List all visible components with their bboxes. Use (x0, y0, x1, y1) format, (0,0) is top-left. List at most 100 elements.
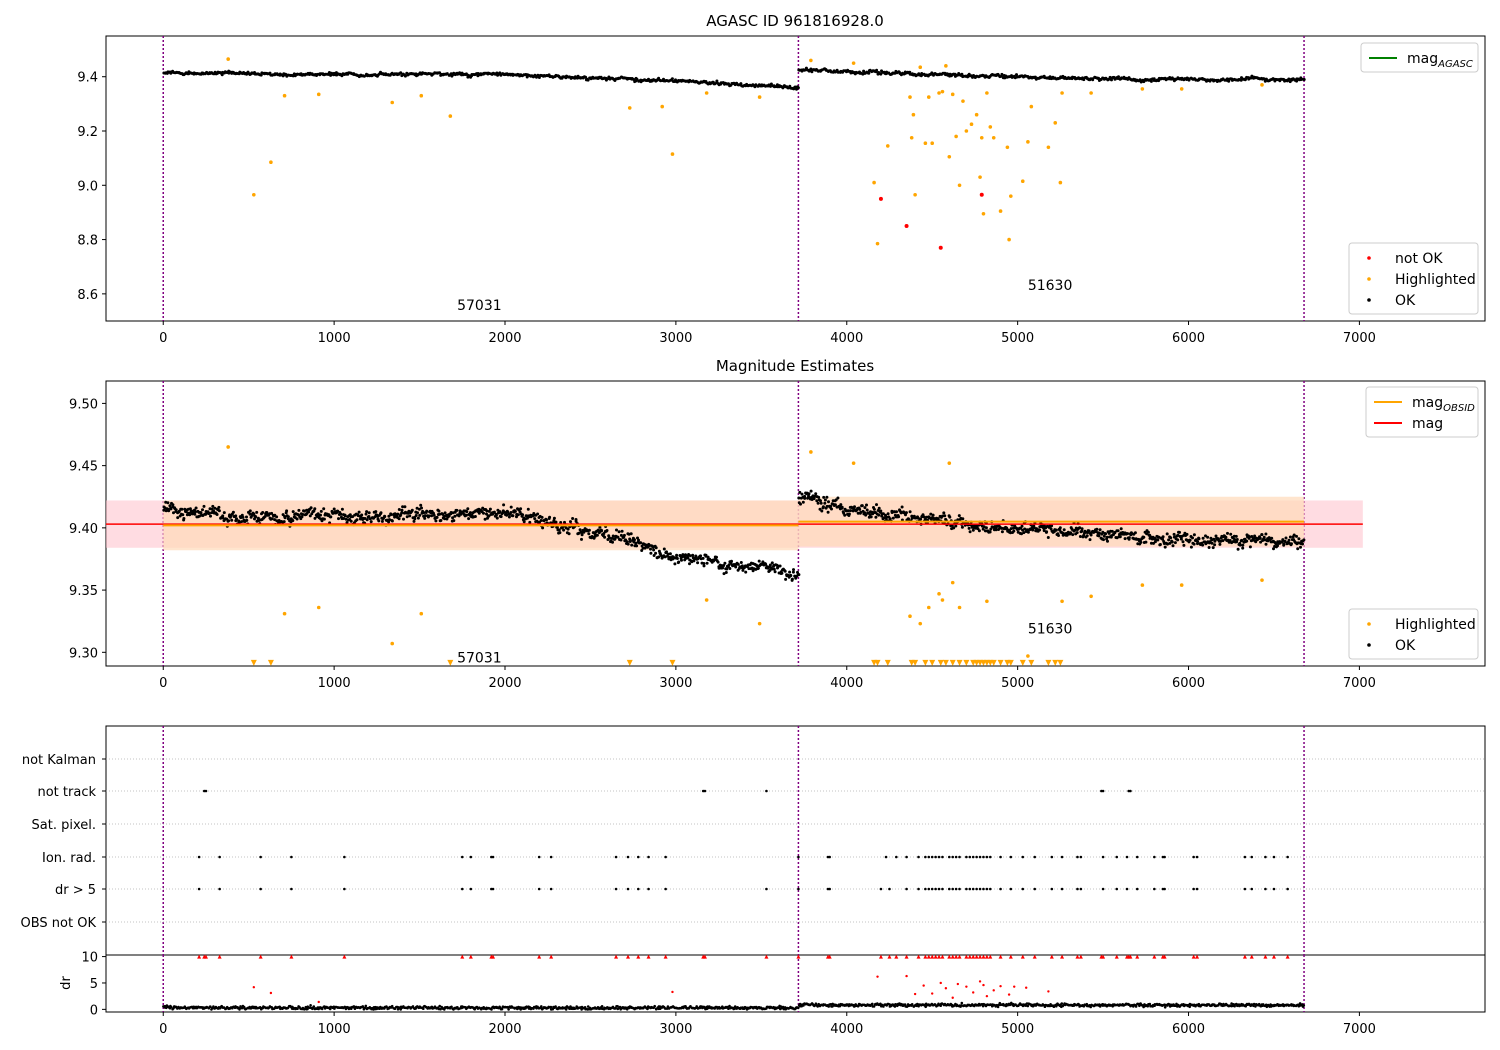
magest-highlighted-point (947, 461, 952, 465)
flags-flag-point (989, 855, 992, 859)
magest-point-ok (1178, 530, 1181, 534)
magest-point-ok (1297, 537, 1301, 541)
dr-point-ok (320, 1007, 324, 1011)
magest-point-ok (1210, 541, 1214, 545)
magest-highlighted-marker-offscale (267, 659, 274, 666)
magest-point-ok (761, 560, 765, 564)
magest-point-ok (616, 535, 620, 539)
magest-point-ok (613, 537, 617, 540)
agasc-highlighted-point (930, 141, 935, 146)
magest-point-ok (798, 490, 802, 494)
magest-point-ok (468, 511, 472, 515)
flags-row-label: dr > 5 (55, 883, 96, 898)
agasc-not-ok-point (878, 196, 883, 201)
flags-flag-point (1060, 887, 1064, 891)
magest-point-ok (633, 538, 636, 542)
magest-point-ok (960, 525, 964, 529)
dr-highlighted-marker-offscale (1128, 954, 1133, 959)
magest-point-ok (193, 512, 197, 516)
magest-point-ok (562, 528, 566, 532)
flags-flag-point (647, 887, 650, 891)
magest-point-ok (180, 507, 184, 511)
magest-point-ok (265, 511, 269, 514)
dr-point-ok (893, 1005, 897, 1008)
dr-highlighted-marker-offscale (1162, 954, 1167, 959)
magest-point-ok (1095, 527, 1099, 531)
magest-point-ok (1290, 542, 1293, 546)
magest-point-ok (401, 505, 405, 509)
dr-point-ok (1298, 1002, 1302, 1005)
magest-point-ok (201, 508, 204, 512)
dr-xtick-label: 1000 (318, 1022, 351, 1037)
magest-point-ok (416, 511, 419, 515)
magest-xtick-label: 5000 (1001, 676, 1034, 691)
dr-highlighted-marker-offscale (878, 954, 883, 959)
magest-point-ok (533, 517, 537, 521)
dr-ytick-label: 5 (90, 977, 98, 992)
flags-flag-point (469, 855, 473, 859)
magest-point-ok (566, 527, 570, 531)
magest-point-ok (983, 529, 987, 533)
flags-row-label: not track (37, 785, 96, 800)
magest-point-ok (1161, 537, 1165, 541)
magest-point-ok (696, 561, 700, 565)
agasc-obsid-label: 51630 (1028, 278, 1073, 294)
magest-point-ok (217, 505, 221, 509)
magest-point-ok (498, 510, 502, 514)
flags-flag-point (985, 855, 989, 859)
magest-point-ok (730, 559, 733, 563)
axes-agasc-frame (105, 35, 1486, 322)
magest-point-ok (397, 517, 401, 521)
magest-highlighted-point (1140, 583, 1145, 587)
dr-highlighted-marker-offscale (827, 954, 832, 959)
dr-point-ok (312, 1005, 316, 1008)
dr-highlighted-marker-offscale (984, 954, 989, 959)
flags-flag-point (930, 887, 934, 891)
magest-point-ok (313, 507, 317, 511)
flags-flag-point (290, 887, 293, 891)
magest-point-ok (388, 518, 391, 522)
magest-point-ok (532, 512, 536, 515)
agasc-highlighted-point (1179, 87, 1184, 91)
magest-point-ok (435, 515, 439, 519)
magest-point-ok (357, 510, 361, 514)
magest-highlighted-marker-offscale (250, 659, 257, 666)
agasc-highlighted-point (885, 144, 890, 148)
flags-flag-point (951, 855, 955, 859)
magest-point-ok (389, 513, 393, 517)
magest-point-ok (1104, 532, 1108, 536)
magest-point-ok (485, 509, 489, 513)
magest-point-ok (571, 517, 575, 520)
flags-flag-point (614, 855, 618, 859)
magest-point-ok (931, 513, 935, 517)
magest-point-ok (797, 496, 801, 500)
magest-point-ok (1071, 533, 1075, 537)
magest-point-ok (1169, 536, 1173, 540)
magest-point-ok (736, 562, 740, 566)
magest-point-ok (465, 510, 469, 514)
magest-point-ok (466, 507, 470, 511)
flags-flag-point (905, 887, 908, 891)
agasc-not-ok-point (904, 224, 909, 228)
flags-flag-point (204, 789, 208, 793)
agasc-highlighted-point (954, 134, 958, 139)
magest-point-ok (209, 514, 212, 518)
magest-point-ok (984, 526, 988, 530)
flags-flag-point (1101, 855, 1105, 859)
magest-point-ok (248, 509, 252, 513)
magest-point-ok (473, 515, 477, 518)
magest-highlighted-marker-offscale (912, 659, 919, 666)
magest-point-ok (1098, 528, 1102, 532)
agasc-xtick-label: 0 (159, 331, 167, 346)
magest-lines (106, 520, 1363, 527)
flags-flag-point (1250, 855, 1254, 859)
flags-flag-point (1079, 887, 1083, 891)
magest-point-ok (1049, 527, 1053, 531)
dr-point-ok (653, 1004, 656, 1008)
dr-point-ok (872, 1005, 876, 1008)
magest-point-ok (319, 513, 322, 517)
dr-point-ok (212, 1005, 215, 1008)
agasc-point-ok (793, 85, 797, 89)
magest-highlighted-marker-offscale (1045, 659, 1052, 666)
agasc-highlighted-point (974, 112, 979, 117)
